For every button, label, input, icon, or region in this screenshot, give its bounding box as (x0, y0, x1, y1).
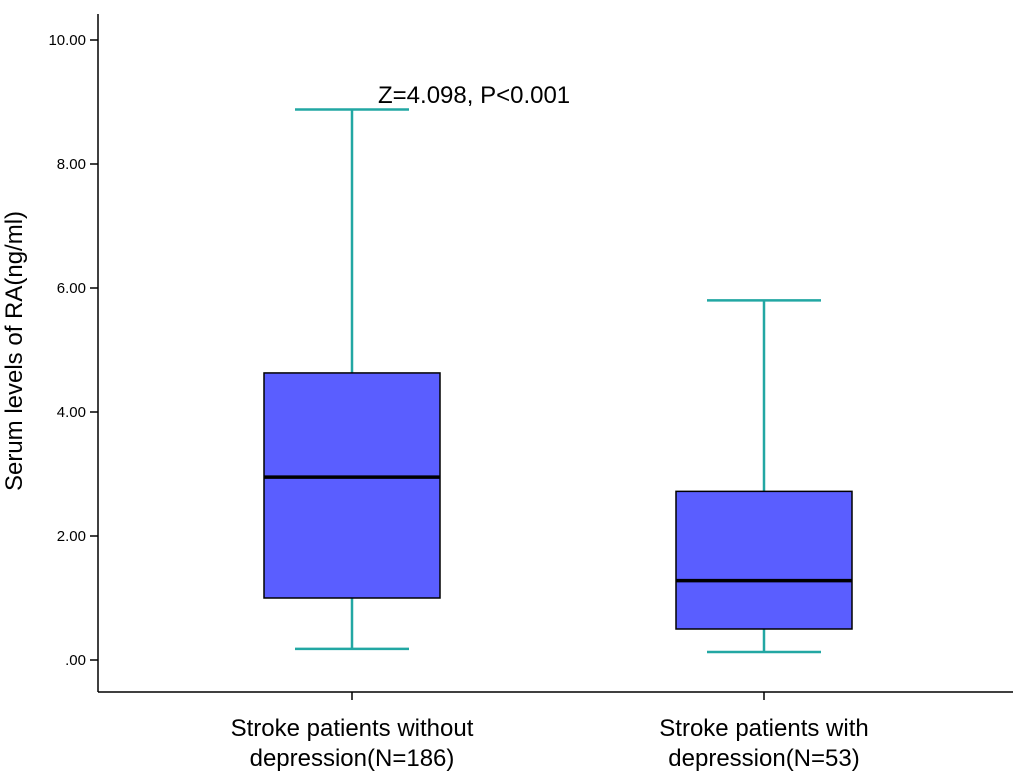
y-axis: .00 2.00 4.00 6.00 8.00 10.00 (48, 14, 99, 692)
boxes (263, 108, 853, 654)
y-tick-label: 8.00 (57, 156, 86, 173)
x-axis: Stroke patients without depression(N=186)… (98, 691, 1013, 772)
box-2 (675, 299, 853, 654)
x-category-label: depression(N=53) (668, 745, 859, 772)
y-tick-label: 10.00 (48, 32, 86, 49)
x-category-label: Stroke patients with (659, 715, 868, 742)
box-1 (263, 108, 441, 651)
iqr-box (675, 490, 853, 630)
y-tick-label: 2.00 (57, 528, 86, 545)
statistics-annotation: Z=4.098, P<0.001 (378, 82, 570, 109)
x-category-label: Stroke patients without (231, 715, 474, 742)
y-tick-label: 6.00 (57, 280, 86, 297)
y-tick-label: 4.00 (57, 404, 86, 421)
y-axis-title: Serum levels of RA(ng/ml) (1, 211, 28, 491)
iqr-box (263, 372, 441, 599)
x-category-label: depression(N=186) (250, 745, 455, 772)
y-tick-label: .00 (65, 652, 86, 669)
